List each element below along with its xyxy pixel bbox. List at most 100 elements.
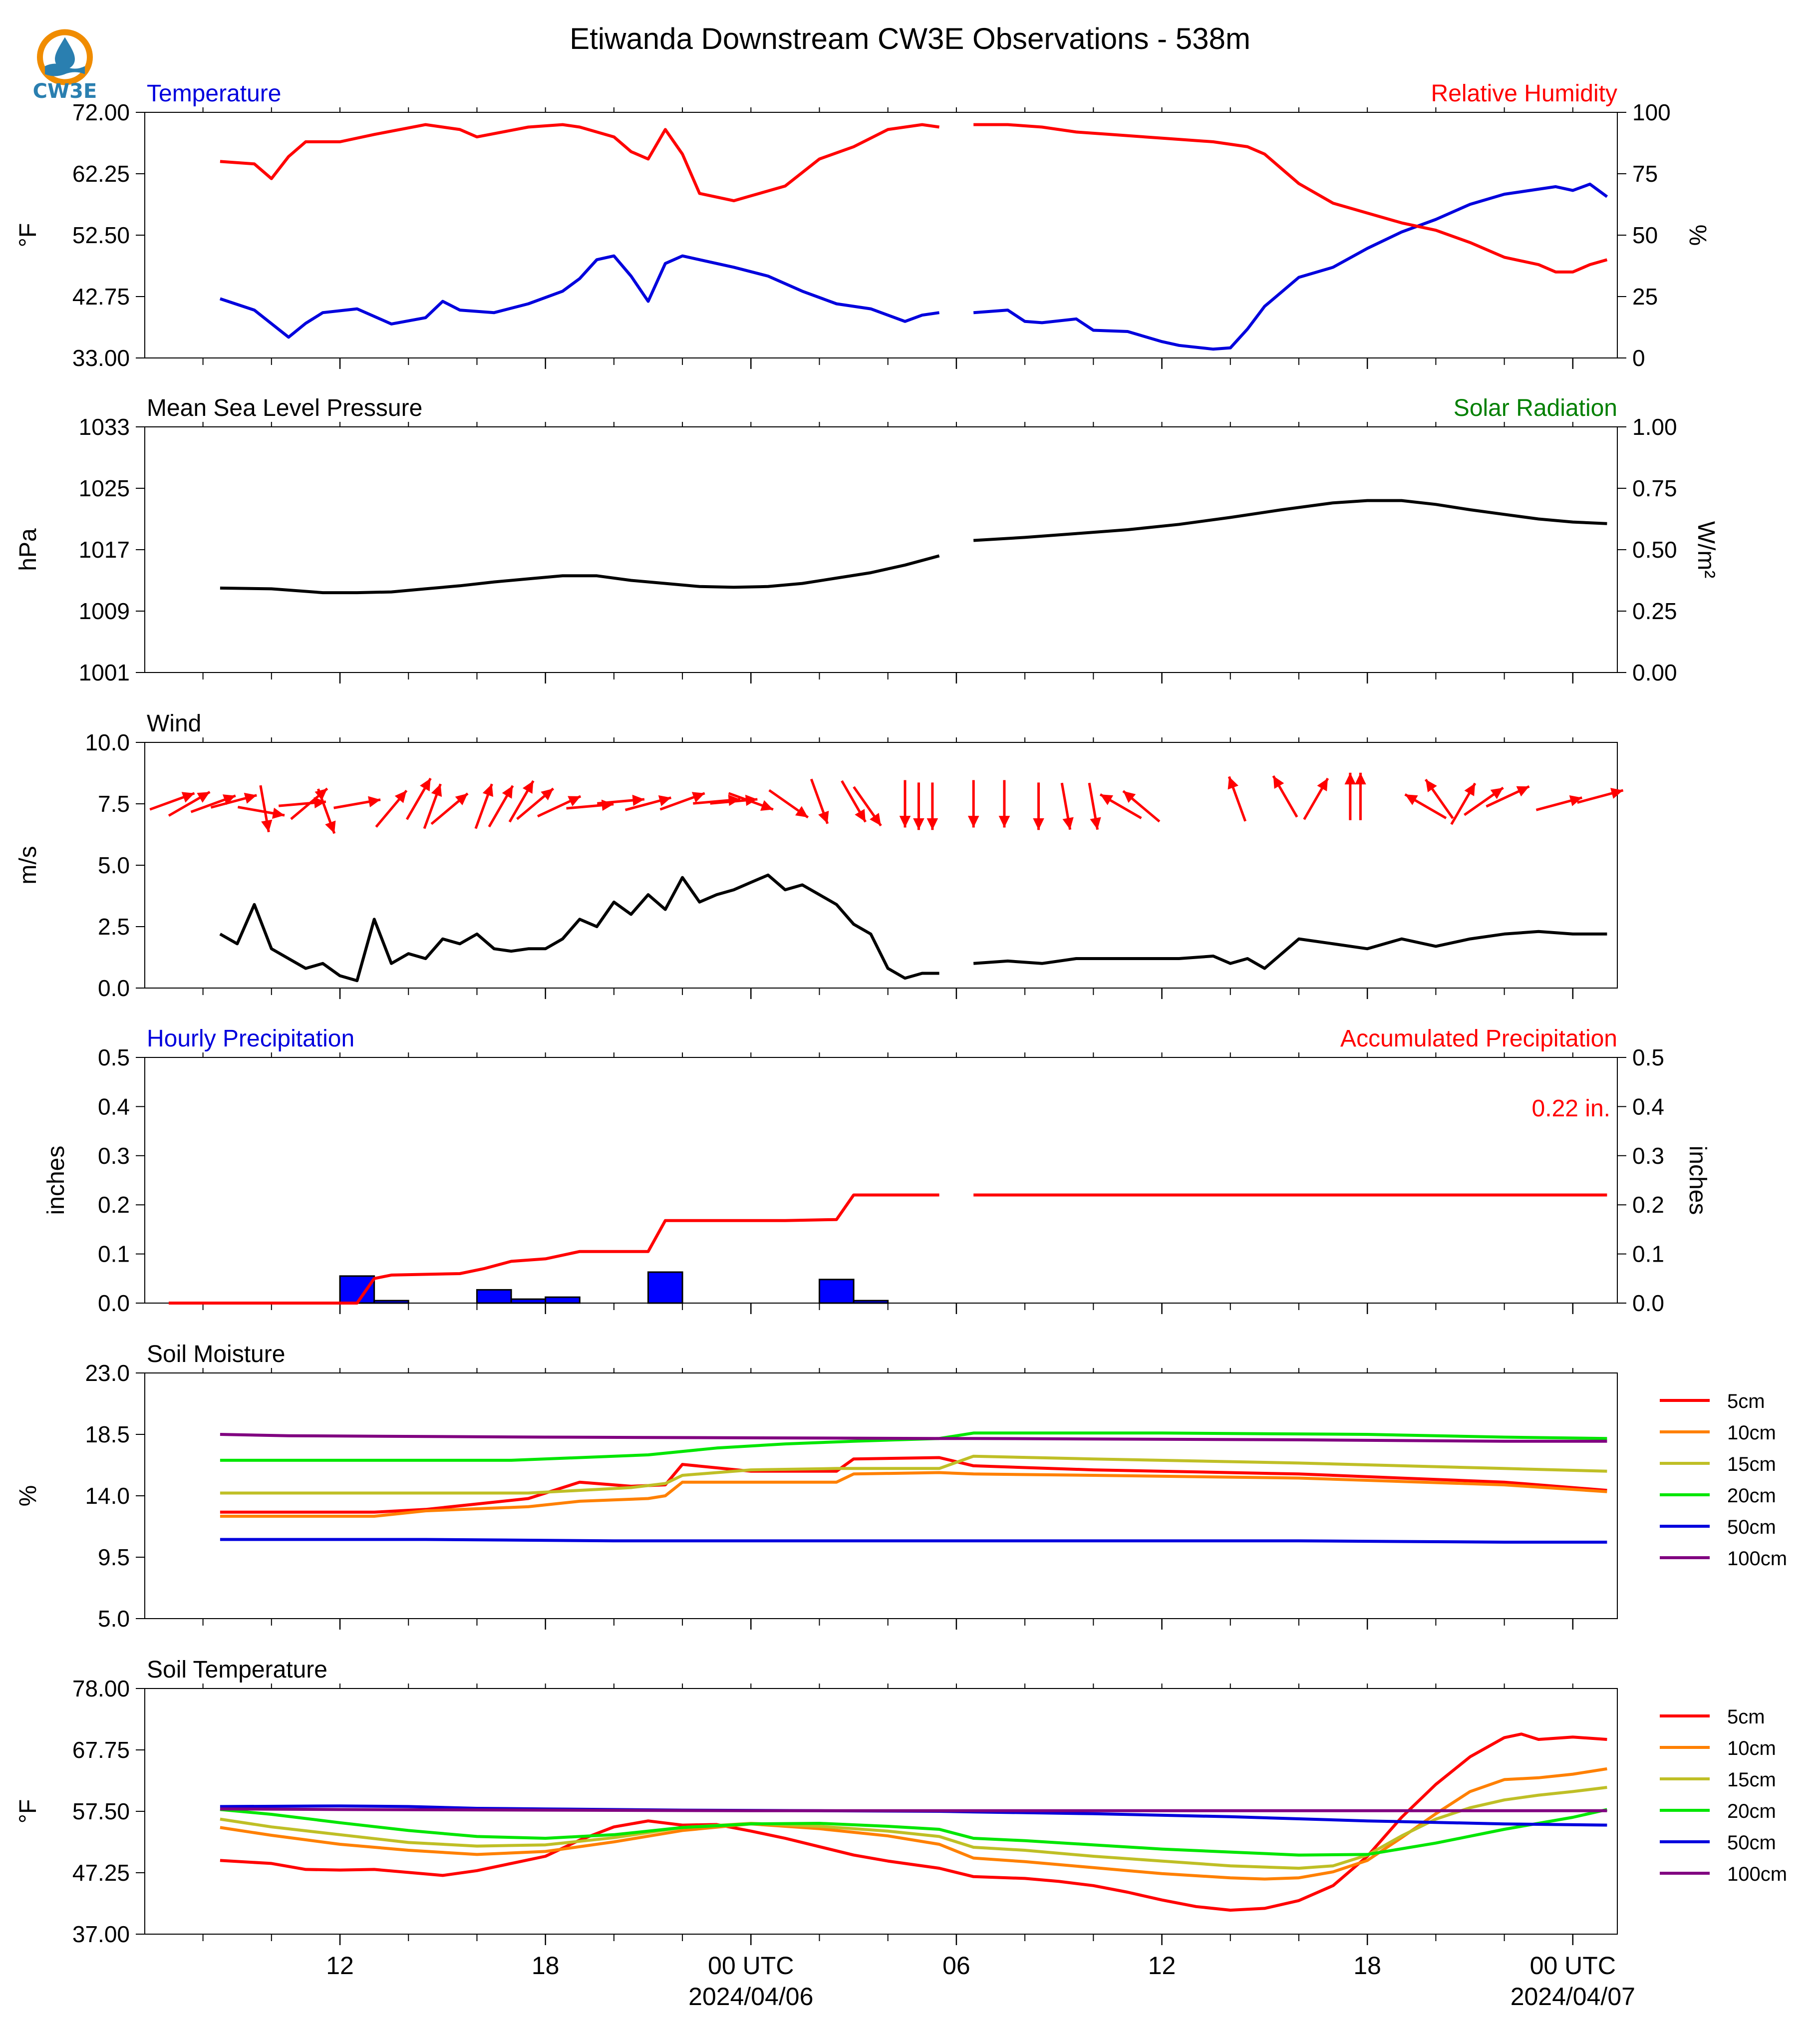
wind-arrow-head [244, 792, 257, 804]
precip-bar [373, 1300, 409, 1304]
y-tick-label-right: 100 [1632, 99, 1671, 125]
panel-label-left: Soil Moisture [147, 1341, 285, 1367]
y-tick-label-left: 62.25 [72, 161, 130, 187]
y-tick-label-right: 0.00 [1632, 660, 1677, 685]
y-tick-label-left: 14.0 [85, 1483, 130, 1509]
y-tick-label-right: 0 [1632, 345, 1645, 371]
x-tick-label: 00 UTC [708, 1952, 794, 1980]
wind-arrow-head [870, 813, 881, 826]
wind-arrow-head [998, 816, 1010, 828]
wind-arrow-head [1090, 817, 1101, 830]
wind-arrow-head [313, 797, 326, 809]
x-tick-label: 12 [326, 1952, 354, 1980]
x-tick-label: 18 [1353, 1952, 1381, 1980]
y-tick-label-left: 57.50 [72, 1798, 130, 1824]
wind-arrow-head [1569, 795, 1582, 806]
y-tick-label-left: 1009 [79, 598, 130, 624]
panel-label-right: Accumulated Precipitation [1340, 1025, 1617, 1052]
y-tick-label-left: 33.00 [72, 345, 130, 371]
wind-arrow-head [632, 794, 644, 806]
wind-arrow-head [1405, 794, 1418, 805]
figure-title: Etiwanda Downstream CW3E Observations - … [570, 22, 1250, 55]
y-axis-title-left: °F [15, 1799, 41, 1824]
y-axis-title-left: °F [15, 223, 41, 248]
panel-label-left: Hourly Precipitation [147, 1025, 354, 1052]
y-tick-label-left: 1033 [79, 414, 130, 440]
x-tick-label: 00 UTC [1530, 1952, 1616, 1980]
y-tick-label-left: 1025 [79, 475, 130, 501]
precip-bar [339, 1275, 375, 1304]
y-tick-label-left: 0.3 [98, 1143, 130, 1169]
wind-arrow-head [899, 816, 911, 828]
legend-label: 15cm [1727, 1769, 1776, 1791]
precip-bar [510, 1298, 547, 1304]
chart-panel-6: 78.00 67.75 57.50 47.25 37.00 Soil Temperatur… [15, 1657, 1787, 2011]
y-tick-label-left: 47.25 [72, 1860, 130, 1886]
y-tick-label-left: 0.4 [98, 1093, 130, 1119]
y-tick-label-left: 0.2 [98, 1192, 130, 1218]
y-tick-label-left: 2.5 [98, 914, 130, 940]
x-tick-date-label: 2024/04/07 [1511, 1983, 1635, 2011]
wind-arrow-head [455, 793, 468, 806]
panel-label-left: Mean Sea Level Pressure [147, 395, 422, 421]
legend-label: 10cm [1727, 1422, 1776, 1444]
wind-arrow-head [1426, 779, 1437, 792]
chart-panel-2: 1033 1025 1017 1009 1001 1.00 0.75 0.50 0.25 0.00… [15, 395, 1719, 685]
wind-arrow-head [325, 820, 336, 834]
series-line [220, 1454, 1607, 1495]
y-tick-label-left: 67.75 [72, 1737, 130, 1763]
y-tick-label-right: 75 [1632, 161, 1658, 187]
y-tick-label-left: 7.5 [98, 791, 130, 817]
y-tick-label-left: 5.0 [98, 1606, 130, 1632]
y-tick-label-left: 78.00 [72, 1676, 130, 1701]
wind-arrow-head [1344, 772, 1356, 785]
wind-arrow-head [1490, 787, 1504, 799]
y-tick-label-right: 0.2 [1632, 1192, 1664, 1218]
legend-label: 50cm [1727, 1516, 1776, 1538]
y-axis-title-left: m/s [15, 846, 41, 884]
cw3e-logo [37, 29, 93, 85]
wind-arrow-head [1033, 818, 1044, 830]
y-tick-label-right: 0.4 [1632, 1093, 1664, 1119]
precip-bar [853, 1300, 889, 1304]
wind-arrow-head [482, 784, 494, 797]
wind-arrow-head [926, 818, 938, 830]
wind-arrow-head [394, 790, 407, 803]
legend-label: 100cm [1727, 1548, 1787, 1570]
series-line [220, 123, 940, 203]
wind-arrow-head [818, 810, 829, 824]
precip-bar [545, 1296, 581, 1304]
y-tick-label-left: 10.0 [85, 729, 130, 755]
wind-arrow-head [368, 796, 381, 807]
series-line [219, 254, 940, 339]
series-line [220, 1767, 1607, 1881]
plot-frame [144, 1372, 1618, 1619]
x-tick-date-label: 2024/04/06 [688, 1983, 813, 2011]
y-tick-label-right: 25 [1632, 284, 1658, 310]
y-tick-label-right: 1.00 [1632, 414, 1677, 440]
wind-arrow-head [431, 784, 442, 797]
x-tick-label: 12 [1148, 1952, 1176, 1980]
y-axis-title-right: inches [1684, 1146, 1711, 1215]
wind-arrow-head [1355, 772, 1366, 785]
y-tick-label-left: 1017 [79, 537, 130, 563]
series-line [220, 1807, 1607, 1812]
y-tick-label-left: 52.50 [72, 222, 130, 248]
x-tick-label: 18 [532, 1952, 560, 1980]
precip-bar [476, 1289, 512, 1304]
series-line [973, 499, 1607, 542]
series-line [220, 1471, 1607, 1518]
y-tick-label-right: 50 [1632, 222, 1658, 248]
series-line [169, 1193, 939, 1305]
series-line [220, 1538, 1607, 1544]
panel-label-right: Solar Radiation [1454, 395, 1617, 421]
series-line [220, 1433, 1607, 1443]
precip-bar [819, 1279, 855, 1304]
y-tick-label-left: 0.1 [98, 1241, 130, 1267]
wind-arrow-head [1273, 776, 1284, 789]
panel-label-left: Soil Temperature [147, 1657, 327, 1683]
y-tick-label-left: 0.0 [98, 1290, 130, 1316]
legend-label: 100cm [1727, 1863, 1787, 1885]
